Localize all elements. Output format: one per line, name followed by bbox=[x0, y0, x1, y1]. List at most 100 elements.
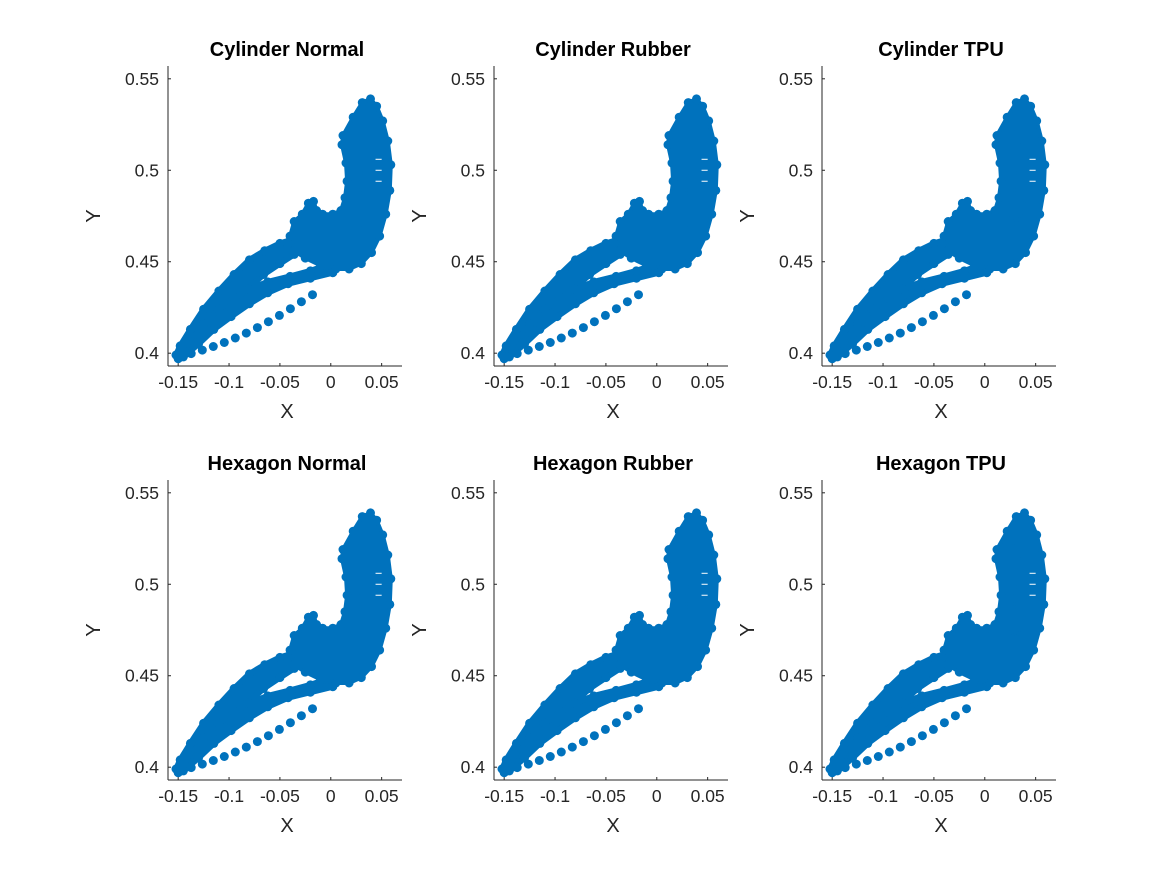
scatter-point bbox=[331, 678, 341, 688]
x-tick-label: 0 bbox=[652, 786, 662, 806]
scatter-point bbox=[951, 209, 961, 219]
scatter-point bbox=[883, 707, 893, 717]
scatter-point bbox=[1035, 623, 1045, 633]
y-axis-label: Y bbox=[409, 623, 431, 636]
scatter-point bbox=[898, 713, 908, 723]
scatter-point bbox=[992, 545, 1002, 554]
x-tick-label: -0.05 bbox=[260, 372, 300, 392]
scatter-point bbox=[501, 755, 511, 765]
scatter-point bbox=[589, 277, 599, 287]
y-tick-label: 0.55 bbox=[451, 69, 485, 89]
scatter-point bbox=[609, 693, 619, 703]
scatter-point bbox=[1029, 645, 1039, 655]
scatter-point bbox=[917, 731, 927, 741]
scatter-point bbox=[611, 304, 621, 314]
scatter-point bbox=[383, 136, 393, 146]
y-tick-label: 0.4 bbox=[461, 343, 486, 363]
scatter-point bbox=[199, 319, 209, 329]
scatter-point bbox=[285, 271, 295, 281]
scatter-point bbox=[509, 749, 519, 759]
scatter-point bbox=[611, 231, 621, 241]
scatter-point bbox=[990, 620, 1000, 629]
x-tick-label: 0.05 bbox=[365, 372, 399, 392]
x-tick-label: 0 bbox=[326, 786, 336, 806]
scatter-point bbox=[318, 623, 328, 633]
scatter-point bbox=[283, 652, 293, 662]
scatter-point bbox=[998, 264, 1008, 274]
scatter-point bbox=[985, 678, 995, 688]
scatter-point bbox=[570, 698, 580, 708]
scatter-point bbox=[611, 685, 621, 695]
scatter-point bbox=[950, 711, 960, 721]
scatter-point bbox=[219, 338, 229, 347]
scatter-point bbox=[615, 631, 625, 640]
scatter-point bbox=[509, 335, 519, 345]
y-tick-label: 0.4 bbox=[135, 343, 160, 363]
scatter-region-hook bbox=[612, 96, 719, 271]
y-tick-label: 0.5 bbox=[789, 574, 813, 594]
scatter-point bbox=[318, 209, 328, 219]
scatter-point bbox=[1032, 116, 1042, 126]
scatter-point bbox=[906, 323, 916, 333]
scatter-point bbox=[600, 310, 610, 320]
scatter-point bbox=[701, 645, 711, 655]
scatter-point bbox=[631, 680, 641, 690]
scatter-point bbox=[501, 766, 511, 776]
scatter-point bbox=[873, 752, 883, 761]
scatter-point bbox=[244, 255, 254, 265]
scatter-point bbox=[183, 749, 193, 759]
scatter-point bbox=[929, 238, 939, 248]
scatter-point bbox=[884, 333, 894, 343]
scatter-point bbox=[634, 704, 643, 714]
scatter-point bbox=[880, 717, 890, 726]
scatter-point bbox=[954, 667, 964, 677]
scatter-point bbox=[274, 310, 284, 320]
x-tick-label: -0.15 bbox=[158, 786, 198, 806]
scatter-point bbox=[839, 738, 849, 748]
scatter-point bbox=[623, 209, 633, 219]
scatter-point bbox=[609, 238, 619, 248]
scatter-point bbox=[601, 652, 611, 662]
scatter-point bbox=[570, 713, 580, 723]
scatter-point bbox=[692, 94, 701, 104]
scatter-point bbox=[289, 631, 299, 640]
scatter-point bbox=[585, 684, 595, 693]
scatter-point bbox=[263, 317, 273, 327]
y-tick-label: 0.4 bbox=[789, 343, 814, 363]
scatter-point bbox=[654, 623, 664, 633]
scatter-point bbox=[853, 319, 863, 329]
scatter-point bbox=[219, 752, 229, 761]
scatter-point bbox=[853, 304, 863, 314]
scatter-point bbox=[523, 345, 533, 355]
scatter-point bbox=[914, 660, 924, 670]
scatter-point bbox=[570, 255, 580, 265]
scatter-point bbox=[367, 662, 376, 672]
scatter-point bbox=[615, 246, 625, 256]
scatter-point bbox=[970, 260, 980, 270]
scatter-point bbox=[840, 763, 850, 773]
scatter-point bbox=[883, 684, 893, 693]
scatter-region-hook-inner bbox=[681, 540, 700, 642]
scatter-point bbox=[545, 338, 555, 347]
x-axis-label: X bbox=[280, 401, 293, 423]
scatter-point bbox=[943, 246, 953, 256]
scatter-point bbox=[601, 673, 611, 683]
y-tick-label: 0.4 bbox=[789, 757, 814, 777]
scatter-point bbox=[552, 303, 562, 312]
scatter-point bbox=[589, 317, 599, 327]
scatter-point bbox=[883, 293, 893, 303]
scatter-point bbox=[285, 685, 295, 695]
scatter-point bbox=[853, 718, 863, 728]
scatter-point bbox=[943, 660, 953, 670]
scatter-point bbox=[662, 620, 672, 629]
y-tick-label: 0.5 bbox=[135, 574, 159, 594]
scatter-point bbox=[289, 660, 299, 670]
scatter-point bbox=[375, 231, 385, 241]
y-tick-label: 0.45 bbox=[779, 252, 813, 272]
x-tick-label: 0.05 bbox=[1019, 786, 1053, 806]
scatter-point bbox=[297, 209, 307, 219]
scatter-point bbox=[995, 158, 1005, 168]
scatter-point bbox=[331, 264, 341, 274]
scatter-point bbox=[340, 607, 350, 617]
scatter-point bbox=[556, 333, 566, 343]
